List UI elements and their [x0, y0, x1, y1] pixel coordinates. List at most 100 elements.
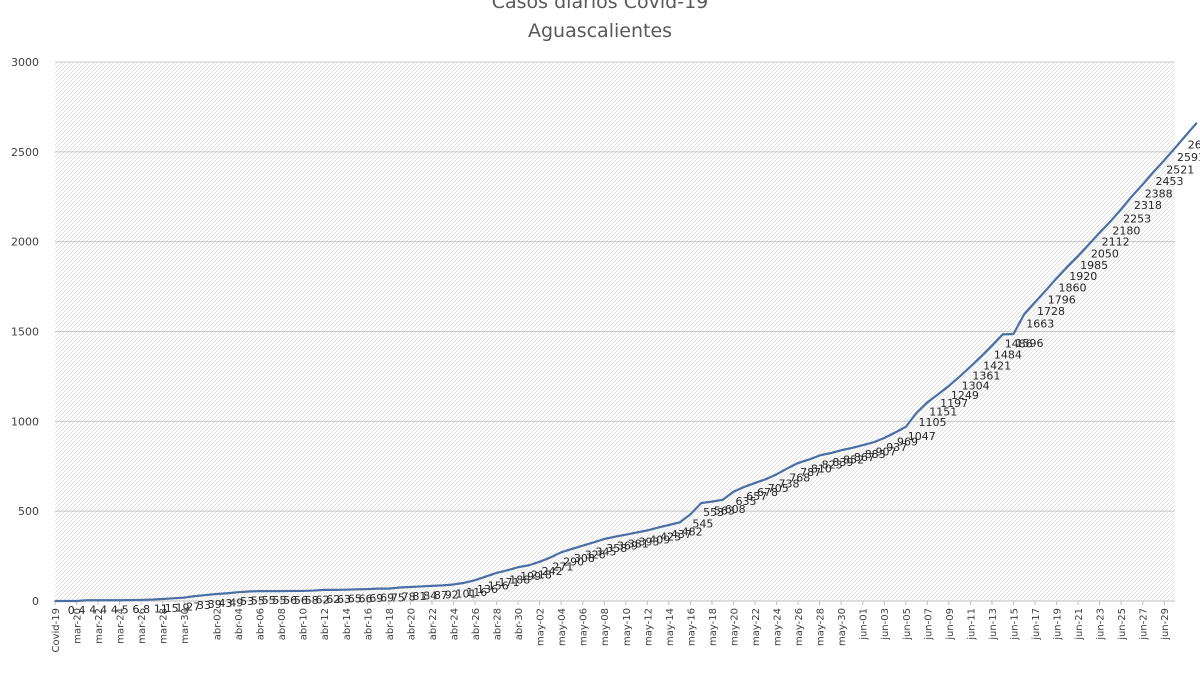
- data-label: 1249: [951, 389, 979, 402]
- data-point: [1055, 277, 1058, 280]
- x-tick-label: abr-20: [406, 608, 417, 640]
- data-point: [129, 599, 132, 601]
- y-axis: 0 500 1000 1500 2000 2500 3000: [11, 56, 39, 608]
- x-tick-label: abr-22: [428, 608, 439, 640]
- x-tick-label: jun-13: [988, 608, 999, 641]
- data-point: [1088, 243, 1090, 246]
- data-point: [1163, 159, 1166, 162]
- data-point: [484, 575, 487, 578]
- data-point: [226, 592, 229, 595]
- data-label: 69: [369, 592, 383, 605]
- data-point: [549, 556, 552, 559]
- x-tick-label: may-12: [643, 608, 654, 646]
- data-point: [1174, 147, 1176, 149]
- x-tick-label: abr-28: [493, 608, 504, 640]
- data-point: [1152, 171, 1155, 173]
- data-label: 56: [294, 594, 308, 607]
- data-label: 4: [89, 603, 96, 616]
- data-label: 81: [412, 590, 426, 603]
- data-point: [118, 599, 121, 602]
- data-point: [151, 598, 153, 601]
- data-label: 43: [219, 597, 233, 610]
- data-point: [786, 467, 789, 470]
- data-point: [1044, 289, 1047, 292]
- data-label: 78: [402, 591, 416, 604]
- data-point: [1120, 208, 1122, 211]
- data-point: [108, 599, 110, 602]
- data-point: [721, 499, 724, 501]
- y-tick-label: 1000: [11, 415, 39, 428]
- chart-title: Casos diarios Covid-19: [492, 0, 709, 13]
- data-point: [571, 548, 573, 550]
- data-point: [1034, 301, 1036, 304]
- x-tick-label: jun-23: [1096, 608, 1107, 641]
- data-label: 53: [240, 595, 254, 608]
- data-point: [1098, 231, 1101, 234]
- data-point: [409, 586, 412, 588]
- data-label: 437: [671, 528, 692, 541]
- data-point: [441, 584, 444, 587]
- data-label: 553: [703, 506, 724, 519]
- data-label: 27: [186, 601, 200, 614]
- data-point: [1109, 220, 1112, 223]
- data-label: 2521: [1166, 163, 1194, 176]
- data-point: [904, 426, 907, 428]
- x-tick-label: abr-26: [471, 608, 482, 640]
- data-label: 92: [445, 588, 459, 601]
- y-tick-label: 2000: [11, 236, 39, 249]
- data-point: [215, 593, 218, 595]
- data-label: 768: [789, 471, 810, 484]
- data-label: 1105: [919, 416, 947, 429]
- data-label: 49: [229, 596, 243, 609]
- data-point: [894, 431, 896, 434]
- data-point: [818, 454, 821, 457]
- x-tick-label: abr-24: [449, 608, 460, 640]
- data-label: 69: [380, 592, 394, 605]
- data-label: 62: [315, 594, 329, 607]
- data-label: 2318: [1134, 199, 1162, 212]
- data-label: 369: [617, 540, 638, 553]
- data-point: [1001, 333, 1004, 336]
- data-label: 2660: [1188, 138, 1200, 151]
- data-label: 188: [509, 573, 530, 586]
- data-point: [775, 473, 778, 476]
- data-label: 0: [68, 604, 75, 617]
- x-tick-label: may-06: [579, 608, 590, 646]
- x-tick-label: jun-11: [966, 608, 977, 641]
- data-label: 271: [552, 561, 573, 574]
- data-point: [517, 566, 519, 569]
- data-point: [194, 595, 196, 597]
- data-point: [646, 529, 649, 532]
- data-label: 810: [811, 463, 832, 476]
- data-label: 1361: [972, 370, 1000, 383]
- data-label: 839: [832, 456, 853, 469]
- data-point: [506, 569, 509, 572]
- x-tick-label: abr-02: [213, 608, 224, 640]
- x-tick-label: jun-05: [902, 608, 913, 641]
- data-point: [312, 589, 315, 592]
- y-tick-label: 3000: [11, 56, 39, 69]
- x-tick-label: jun-27: [1139, 608, 1150, 641]
- data-point: [797, 462, 799, 464]
- data-label: 19: [175, 601, 189, 614]
- data-label: 56: [283, 594, 297, 607]
- data-label: 969: [897, 436, 918, 449]
- x-tick-label: abr-08: [277, 608, 288, 640]
- data-label: 2388: [1145, 188, 1173, 201]
- data-label: 1860: [1059, 281, 1087, 294]
- data-point: [635, 531, 638, 534]
- data-label: 1920: [1069, 270, 1097, 283]
- data-point: [1012, 333, 1015, 335]
- data-point: [248, 590, 250, 593]
- data-label: 290: [563, 555, 584, 568]
- series-layer: [54, 122, 1198, 603]
- data-point: [958, 375, 961, 378]
- data-label: 308: [574, 552, 595, 565]
- x-tick-label: abr-12: [320, 608, 331, 640]
- data-label: 1484: [994, 349, 1022, 362]
- y-tick-label: 500: [18, 505, 39, 518]
- data-label: 563: [714, 505, 735, 518]
- data-point: [991, 344, 993, 347]
